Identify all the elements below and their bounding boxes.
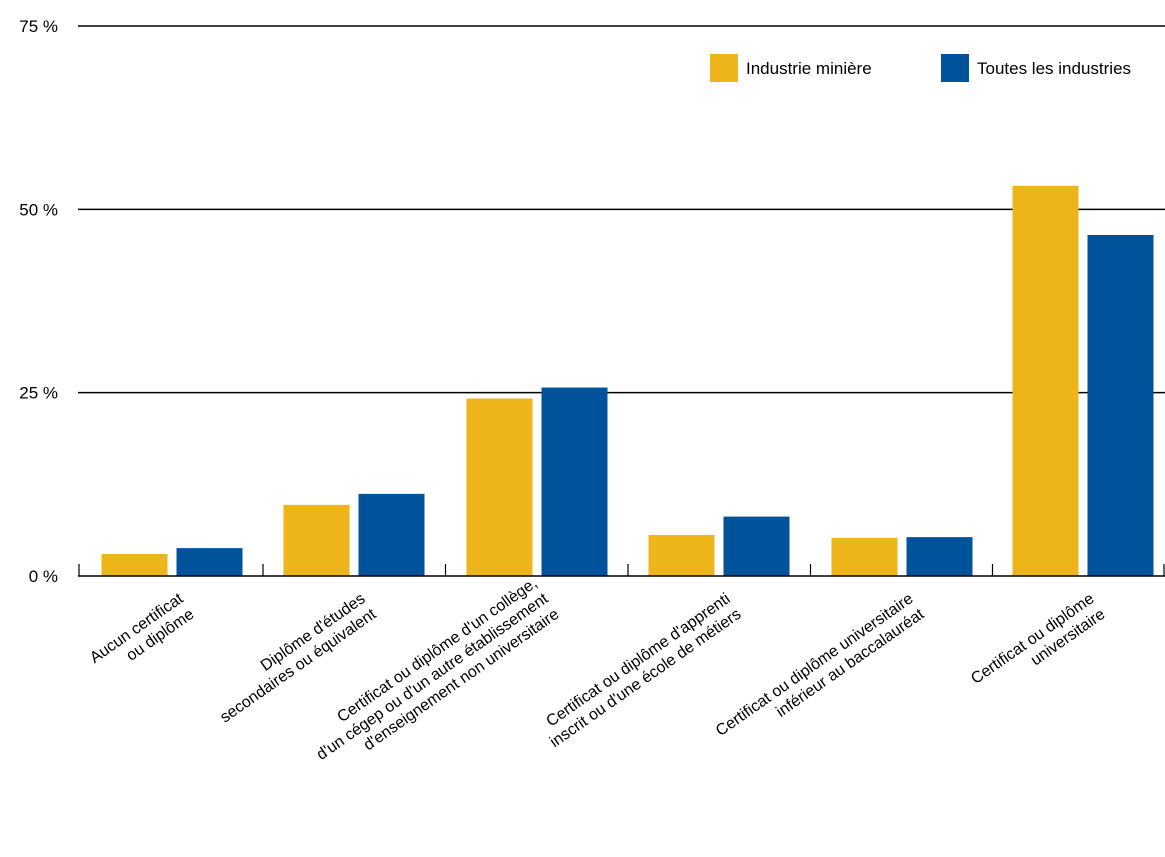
legend-label: Toutes les industries <box>977 59 1131 78</box>
x-axis-category-labels: Aucun certificatou diplôme Diplôme d'étud… <box>87 575 1108 764</box>
bar-industrie-miniere <box>648 534 715 576</box>
legend-swatch <box>941 54 969 82</box>
bar-industrie-miniere <box>1012 185 1079 576</box>
bar-toutes-les-industries <box>1087 235 1154 576</box>
y-tick-label: 25 % <box>19 384 58 403</box>
x-axis <box>78 564 1165 577</box>
legend-item: Industrie minière <box>710 54 872 82</box>
bar-toutes-les-industries <box>906 537 973 576</box>
y-tick-label: 50 % <box>19 200 58 219</box>
x-category-label: Certificat ou diplômeuniversitaire <box>968 590 1108 703</box>
bars <box>101 185 1154 576</box>
y-axis-tick-labels: 0 % 25 % 50 % 75 % <box>19 17 58 586</box>
legend: Industrie minière Toutes les industries <box>710 54 1131 82</box>
bar-toutes-les-industries <box>723 516 790 576</box>
bar-toutes-les-industries <box>176 548 243 576</box>
x-category-label: Certificat ou diplôme universitaireinfér… <box>713 590 928 755</box>
legend-label: Industrie minière <box>746 59 872 78</box>
legend-item: Toutes les industries <box>941 54 1131 82</box>
bar-toutes-les-industries <box>358 493 425 576</box>
bar-industrie-miniere <box>831 537 898 576</box>
bar-industrie-miniere <box>283 504 350 576</box>
bar-toutes-les-industries <box>541 387 608 576</box>
y-tick-label: 75 % <box>19 17 58 36</box>
gridlines <box>78 25 1165 394</box>
bar-industrie-miniere <box>466 398 533 576</box>
bar-industrie-miniere <box>101 554 168 576</box>
y-tick-label: 0 % <box>29 567 58 586</box>
legend-swatch <box>710 54 738 82</box>
x-category-label: Aucun certificatou diplôme <box>87 590 198 683</box>
